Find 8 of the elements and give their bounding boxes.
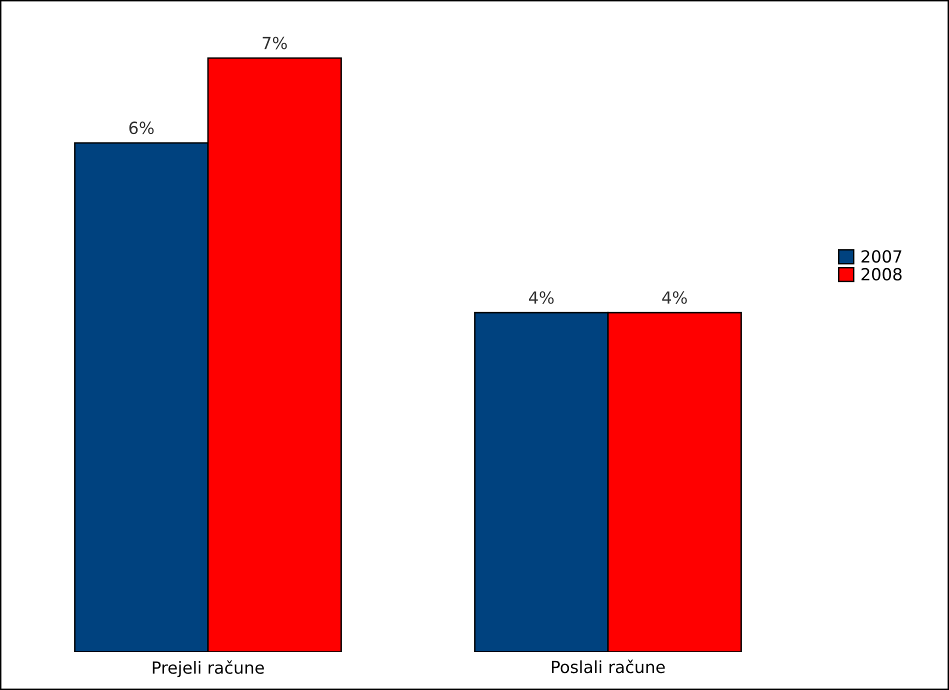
x-tick-label: Prejeli račune <box>152 660 264 678</box>
x-tick-label: Poslali račune <box>552 660 665 674</box>
data-label: 6% <box>129 122 154 134</box>
data-label: 7% <box>262 36 287 50</box>
data-label: 4% <box>662 291 687 304</box>
legend-label: 2007 <box>862 250 902 263</box>
legend-label: 2008 <box>862 268 902 281</box>
data-label: 4% <box>528 291 554 304</box>
